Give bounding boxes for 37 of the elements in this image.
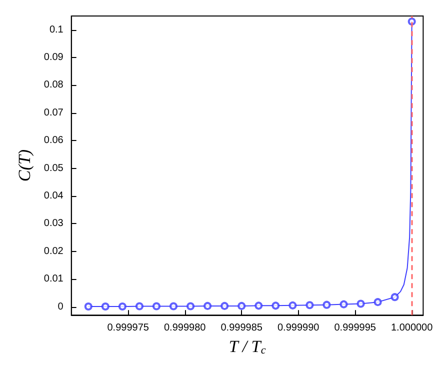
point	[374, 298, 382, 306]
point	[204, 302, 212, 310]
y-tick-label: 0.09	[44, 52, 64, 64]
point	[170, 302, 178, 310]
point	[306, 301, 314, 310]
point	[152, 302, 160, 310]
point	[118, 302, 126, 311]
x-tick-label: 0.999995	[334, 322, 376, 334]
y-axis-title: C(T)	[15, 149, 34, 182]
x-tick-label: 0.999990	[277, 322, 320, 334]
point	[322, 300, 331, 309]
point	[356, 300, 365, 308]
point	[272, 302, 280, 310]
y-tick-label: 0.1	[49, 24, 64, 36]
y-tick-label: 0.05	[44, 162, 64, 174]
point	[101, 302, 110, 311]
y-tick-label: 0.06	[44, 135, 64, 146]
point	[288, 301, 297, 310]
point	[238, 302, 246, 310]
y-tick-label: 0	[58, 301, 64, 312]
point	[186, 302, 195, 310]
point	[390, 293, 399, 302]
point	[340, 300, 348, 308]
x-tick-label: 1.000000	[390, 322, 434, 334]
y-tick-label: 0.08	[44, 80, 64, 91]
y-tick-label: 0.03	[44, 218, 64, 230]
point	[135, 302, 144, 310]
y-tick-label: 0.02	[44, 246, 64, 257]
point	[254, 302, 263, 310]
y-tick-label: 0.04	[44, 190, 64, 202]
x-tick-label: 0.999975	[107, 322, 150, 334]
point	[84, 302, 92, 311]
x-tick-label: 0.999985	[220, 322, 263, 334]
x-tick-label: 0.999980	[164, 322, 206, 334]
y-tick-label: 0.07	[44, 107, 64, 118]
point	[220, 302, 229, 310]
y-tick-label: 0.01	[44, 274, 64, 285]
